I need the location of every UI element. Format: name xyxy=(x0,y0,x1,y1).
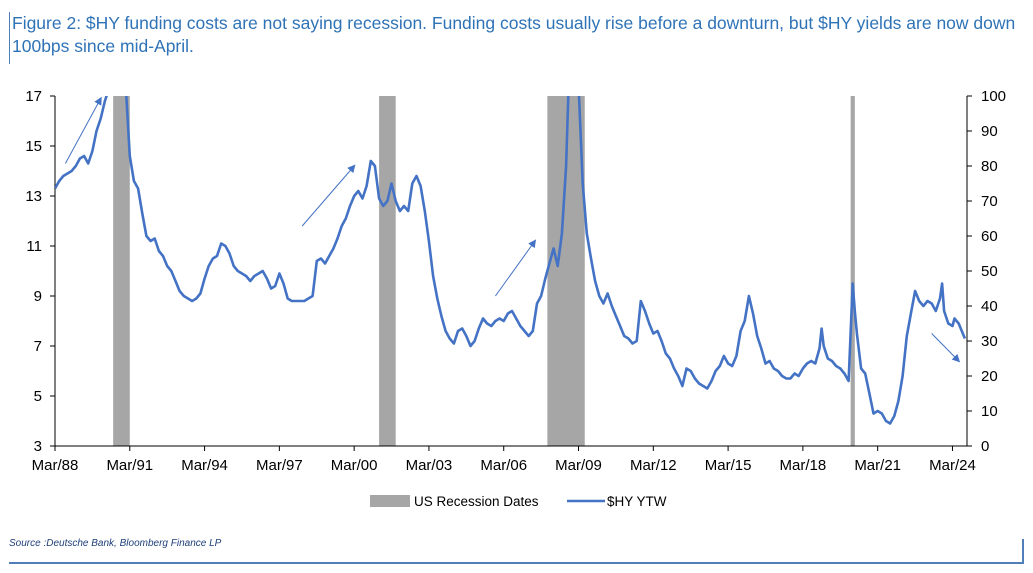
left-tick-label: 7 xyxy=(34,338,42,355)
chart-title: Figure 2: $HY funding costs are not sayi… xyxy=(12,13,1016,56)
trend-arrow-2 xyxy=(301,164,356,227)
recession-bar-1 xyxy=(113,96,130,446)
right-tick-label: 70 xyxy=(981,193,998,210)
right-tick-label: 60 xyxy=(981,228,998,245)
x-tick-label: Mar/24 xyxy=(929,457,976,474)
x-tick-label: Mar/09 xyxy=(555,457,602,474)
left-tick-label: 3 xyxy=(34,438,42,455)
trend-arrow-3 xyxy=(495,239,537,297)
trend-arrow-4 xyxy=(931,333,961,363)
recession-bar-4 xyxy=(850,96,855,446)
legend-label-recession: US Recession Dates xyxy=(414,494,539,509)
x-tick-label: Mar/15 xyxy=(705,457,752,474)
left-tick-label: 13 xyxy=(25,188,42,205)
legend-label-hy-ytw: $HY YTW xyxy=(607,494,667,509)
left-tick-label: 5 xyxy=(34,388,42,405)
frame-right-border xyxy=(1022,539,1024,562)
right-tick-label: 30 xyxy=(981,333,998,350)
right-tick-label: 100 xyxy=(981,88,1006,105)
right-tick-label: 50 xyxy=(981,263,998,280)
x-tick-label: Mar/00 xyxy=(331,457,378,474)
x-tick-label: Mar/06 xyxy=(480,457,527,474)
frame-bottom-border xyxy=(9,562,1024,564)
right-tick-label: 40 xyxy=(981,298,998,315)
x-tick-label: Mar/88 xyxy=(32,457,79,474)
x-tick-label: Mar/18 xyxy=(780,457,827,474)
left-tick-label: 9 xyxy=(34,288,42,305)
title-box: Figure 2: $HY funding costs are not sayi… xyxy=(9,12,1022,64)
x-tick-label: Mar/94 xyxy=(181,457,228,474)
right-tick-label: 0 xyxy=(981,438,989,455)
right-tick-label: 90 xyxy=(981,123,998,140)
trend-arrow-1 xyxy=(64,96,102,164)
legend-swatch-recession xyxy=(370,495,410,507)
source-note: Source :Deutsche Bank, Bloomberg Finance… xyxy=(9,538,222,549)
left-tick-label: 17 xyxy=(25,88,42,105)
recession-bar-2 xyxy=(379,96,396,446)
left-tick-label: 15 xyxy=(25,138,42,155)
right-tick-label: 10 xyxy=(981,403,998,420)
x-tick-label: Mar/97 xyxy=(256,457,303,474)
x-tick-label: Mar/12 xyxy=(630,457,677,474)
right-tick-label: 80 xyxy=(981,158,998,175)
x-tick-label: Mar/91 xyxy=(106,457,153,474)
right-tick-label: 20 xyxy=(981,368,998,385)
hy-ytw-chart: 3 5 7 9 11 13 15 17 0 10 20 30 40 50 60 70 80 90 100 Mar/88… xyxy=(25,88,1006,509)
x-tick-label: Mar/03 xyxy=(406,457,453,474)
left-tick-label: 11 xyxy=(26,238,42,255)
x-tick-label: Mar/21 xyxy=(854,457,901,474)
series-line-hy-ytw xyxy=(55,96,967,425)
